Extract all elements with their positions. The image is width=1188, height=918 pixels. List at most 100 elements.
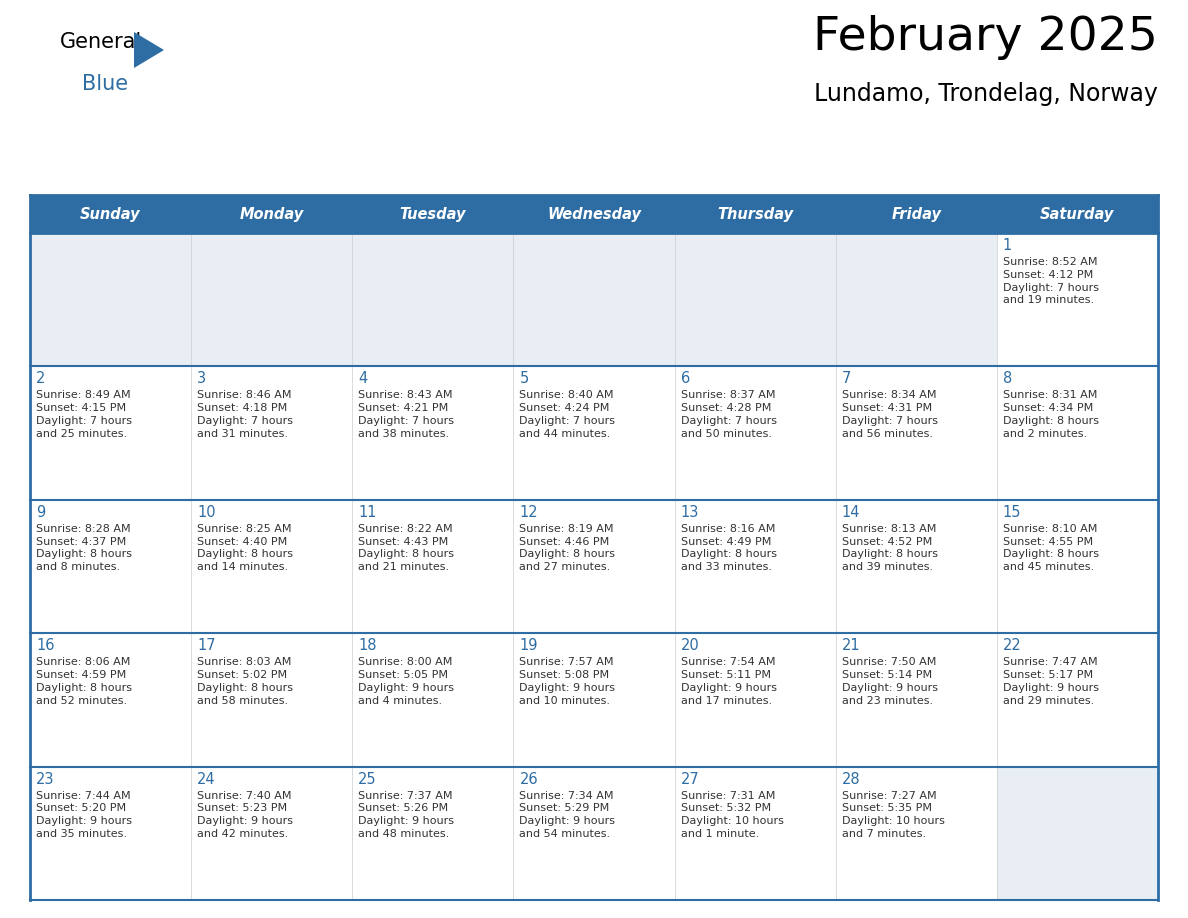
Polygon shape bbox=[134, 32, 164, 68]
Text: Sunrise: 8:00 AM
Sunset: 5:05 PM
Daylight: 9 hours
and 4 minutes.: Sunrise: 8:00 AM Sunset: 5:05 PM Dayligh… bbox=[359, 657, 454, 706]
Text: Sunrise: 7:37 AM
Sunset: 5:26 PM
Daylight: 9 hours
and 48 minutes.: Sunrise: 7:37 AM Sunset: 5:26 PM Dayligh… bbox=[359, 790, 454, 839]
Text: Sunrise: 8:43 AM
Sunset: 4:21 PM
Daylight: 7 hours
and 38 minutes.: Sunrise: 8:43 AM Sunset: 4:21 PM Dayligh… bbox=[359, 390, 454, 439]
Text: Sunrise: 8:22 AM
Sunset: 4:43 PM
Daylight: 8 hours
and 21 minutes.: Sunrise: 8:22 AM Sunset: 4:43 PM Dayligh… bbox=[359, 524, 454, 572]
Text: Sunrise: 8:46 AM
Sunset: 4:18 PM
Daylight: 7 hours
and 31 minutes.: Sunrise: 8:46 AM Sunset: 4:18 PM Dayligh… bbox=[197, 390, 293, 439]
Text: Sunrise: 7:47 AM
Sunset: 5:17 PM
Daylight: 9 hours
and 29 minutes.: Sunrise: 7:47 AM Sunset: 5:17 PM Dayligh… bbox=[1003, 657, 1099, 706]
Bar bbox=[835, 633, 997, 767]
Text: 27: 27 bbox=[681, 772, 700, 787]
Bar bbox=[835, 233, 997, 366]
Text: 5: 5 bbox=[519, 372, 529, 386]
Text: 1: 1 bbox=[1003, 238, 1012, 253]
Bar bbox=[513, 233, 675, 366]
Text: Sunday: Sunday bbox=[81, 207, 141, 221]
Bar bbox=[997, 633, 1158, 767]
Text: Sunrise: 8:13 AM
Sunset: 4:52 PM
Daylight: 8 hours
and 39 minutes.: Sunrise: 8:13 AM Sunset: 4:52 PM Dayligh… bbox=[842, 524, 937, 572]
Text: February 2025: February 2025 bbox=[813, 15, 1158, 60]
Bar bbox=[675, 633, 835, 767]
Text: 11: 11 bbox=[359, 505, 377, 520]
Text: 2: 2 bbox=[36, 372, 45, 386]
Text: Sunrise: 7:27 AM
Sunset: 5:35 PM
Daylight: 10 hours
and 7 minutes.: Sunrise: 7:27 AM Sunset: 5:35 PM Dayligh… bbox=[842, 790, 944, 839]
Bar bbox=[675, 366, 835, 499]
Text: 9: 9 bbox=[36, 505, 45, 520]
Bar bbox=[191, 767, 353, 900]
Text: General: General bbox=[61, 32, 143, 52]
Text: Sunrise: 7:40 AM
Sunset: 5:23 PM
Daylight: 9 hours
and 42 minutes.: Sunrise: 7:40 AM Sunset: 5:23 PM Dayligh… bbox=[197, 790, 293, 839]
Text: Sunrise: 7:57 AM
Sunset: 5:08 PM
Daylight: 9 hours
and 10 minutes.: Sunrise: 7:57 AM Sunset: 5:08 PM Dayligh… bbox=[519, 657, 615, 706]
Text: Wednesday: Wednesday bbox=[546, 207, 642, 221]
Bar bbox=[191, 499, 353, 633]
Bar bbox=[30, 195, 1158, 233]
Text: Sunrise: 8:31 AM
Sunset: 4:34 PM
Daylight: 8 hours
and 2 minutes.: Sunrise: 8:31 AM Sunset: 4:34 PM Dayligh… bbox=[1003, 390, 1099, 439]
Bar bbox=[353, 366, 513, 499]
Bar bbox=[191, 233, 353, 366]
Text: Sunrise: 8:34 AM
Sunset: 4:31 PM
Daylight: 7 hours
and 56 minutes.: Sunrise: 8:34 AM Sunset: 4:31 PM Dayligh… bbox=[842, 390, 937, 439]
Bar bbox=[353, 633, 513, 767]
Text: Sunrise: 8:37 AM
Sunset: 4:28 PM
Daylight: 7 hours
and 50 minutes.: Sunrise: 8:37 AM Sunset: 4:28 PM Dayligh… bbox=[681, 390, 777, 439]
Text: Sunrise: 8:52 AM
Sunset: 4:12 PM
Daylight: 7 hours
and 19 minutes.: Sunrise: 8:52 AM Sunset: 4:12 PM Dayligh… bbox=[1003, 257, 1099, 306]
Text: Sunrise: 8:28 AM
Sunset: 4:37 PM
Daylight: 8 hours
and 8 minutes.: Sunrise: 8:28 AM Sunset: 4:37 PM Dayligh… bbox=[36, 524, 132, 572]
Bar bbox=[997, 499, 1158, 633]
Bar bbox=[191, 366, 353, 499]
Bar bbox=[513, 499, 675, 633]
Bar bbox=[997, 366, 1158, 499]
Text: 8: 8 bbox=[1003, 372, 1012, 386]
Text: 28: 28 bbox=[842, 772, 860, 787]
Text: 6: 6 bbox=[681, 372, 690, 386]
Bar bbox=[353, 499, 513, 633]
Text: Sunrise: 7:31 AM
Sunset: 5:32 PM
Daylight: 10 hours
and 1 minute.: Sunrise: 7:31 AM Sunset: 5:32 PM Dayligh… bbox=[681, 790, 783, 839]
Text: 25: 25 bbox=[359, 772, 377, 787]
Bar bbox=[30, 233, 191, 366]
Text: 7: 7 bbox=[842, 372, 851, 386]
Bar bbox=[513, 767, 675, 900]
Text: Sunrise: 8:06 AM
Sunset: 4:59 PM
Daylight: 8 hours
and 52 minutes.: Sunrise: 8:06 AM Sunset: 4:59 PM Dayligh… bbox=[36, 657, 132, 706]
Text: Sunrise: 8:10 AM
Sunset: 4:55 PM
Daylight: 8 hours
and 45 minutes.: Sunrise: 8:10 AM Sunset: 4:55 PM Dayligh… bbox=[1003, 524, 1099, 572]
Bar bbox=[513, 633, 675, 767]
Text: 14: 14 bbox=[842, 505, 860, 520]
Bar bbox=[30, 767, 191, 900]
Bar bbox=[835, 366, 997, 499]
Text: Sunrise: 8:03 AM
Sunset: 5:02 PM
Daylight: 8 hours
and 58 minutes.: Sunrise: 8:03 AM Sunset: 5:02 PM Dayligh… bbox=[197, 657, 293, 706]
Text: 22: 22 bbox=[1003, 638, 1022, 654]
Text: Sunrise: 8:19 AM
Sunset: 4:46 PM
Daylight: 8 hours
and 27 minutes.: Sunrise: 8:19 AM Sunset: 4:46 PM Dayligh… bbox=[519, 524, 615, 572]
Text: Sunrise: 8:25 AM
Sunset: 4:40 PM
Daylight: 8 hours
and 14 minutes.: Sunrise: 8:25 AM Sunset: 4:40 PM Dayligh… bbox=[197, 524, 293, 572]
Text: 10: 10 bbox=[197, 505, 216, 520]
Text: 21: 21 bbox=[842, 638, 860, 654]
Text: Monday: Monday bbox=[240, 207, 304, 221]
Bar bbox=[513, 366, 675, 499]
Bar bbox=[835, 499, 997, 633]
Bar bbox=[353, 233, 513, 366]
Bar bbox=[997, 767, 1158, 900]
Text: 26: 26 bbox=[519, 772, 538, 787]
Text: Sunrise: 8:16 AM
Sunset: 4:49 PM
Daylight: 8 hours
and 33 minutes.: Sunrise: 8:16 AM Sunset: 4:49 PM Dayligh… bbox=[681, 524, 777, 572]
Text: Friday: Friday bbox=[891, 207, 941, 221]
Text: Saturday: Saturday bbox=[1041, 207, 1114, 221]
Text: 13: 13 bbox=[681, 505, 699, 520]
Text: 16: 16 bbox=[36, 638, 55, 654]
Text: 15: 15 bbox=[1003, 505, 1022, 520]
Text: Sunrise: 8:49 AM
Sunset: 4:15 PM
Daylight: 7 hours
and 25 minutes.: Sunrise: 8:49 AM Sunset: 4:15 PM Dayligh… bbox=[36, 390, 132, 439]
Text: 19: 19 bbox=[519, 638, 538, 654]
Text: 20: 20 bbox=[681, 638, 700, 654]
Text: Lundamo, Trondelag, Norway: Lundamo, Trondelag, Norway bbox=[814, 82, 1158, 106]
Bar bbox=[30, 366, 191, 499]
Bar bbox=[191, 633, 353, 767]
Text: Sunrise: 7:50 AM
Sunset: 5:14 PM
Daylight: 9 hours
and 23 minutes.: Sunrise: 7:50 AM Sunset: 5:14 PM Dayligh… bbox=[842, 657, 937, 706]
Bar bbox=[675, 233, 835, 366]
Bar bbox=[675, 499, 835, 633]
Text: Sunrise: 7:44 AM
Sunset: 5:20 PM
Daylight: 9 hours
and 35 minutes.: Sunrise: 7:44 AM Sunset: 5:20 PM Dayligh… bbox=[36, 790, 132, 839]
Text: 17: 17 bbox=[197, 638, 216, 654]
Text: 24: 24 bbox=[197, 772, 216, 787]
Text: 23: 23 bbox=[36, 772, 55, 787]
Text: Sunrise: 8:40 AM
Sunset: 4:24 PM
Daylight: 7 hours
and 44 minutes.: Sunrise: 8:40 AM Sunset: 4:24 PM Dayligh… bbox=[519, 390, 615, 439]
Bar bbox=[675, 767, 835, 900]
Text: Sunrise: 7:54 AM
Sunset: 5:11 PM
Daylight: 9 hours
and 17 minutes.: Sunrise: 7:54 AM Sunset: 5:11 PM Dayligh… bbox=[681, 657, 777, 706]
Text: 18: 18 bbox=[359, 638, 377, 654]
Text: 4: 4 bbox=[359, 372, 367, 386]
Text: Sunrise: 7:34 AM
Sunset: 5:29 PM
Daylight: 9 hours
and 54 minutes.: Sunrise: 7:34 AM Sunset: 5:29 PM Dayligh… bbox=[519, 790, 615, 839]
Text: Thursday: Thursday bbox=[718, 207, 794, 221]
Text: Tuesday: Tuesday bbox=[399, 207, 466, 221]
Bar bbox=[30, 499, 191, 633]
Bar bbox=[997, 233, 1158, 366]
Bar bbox=[353, 767, 513, 900]
Bar bbox=[835, 767, 997, 900]
